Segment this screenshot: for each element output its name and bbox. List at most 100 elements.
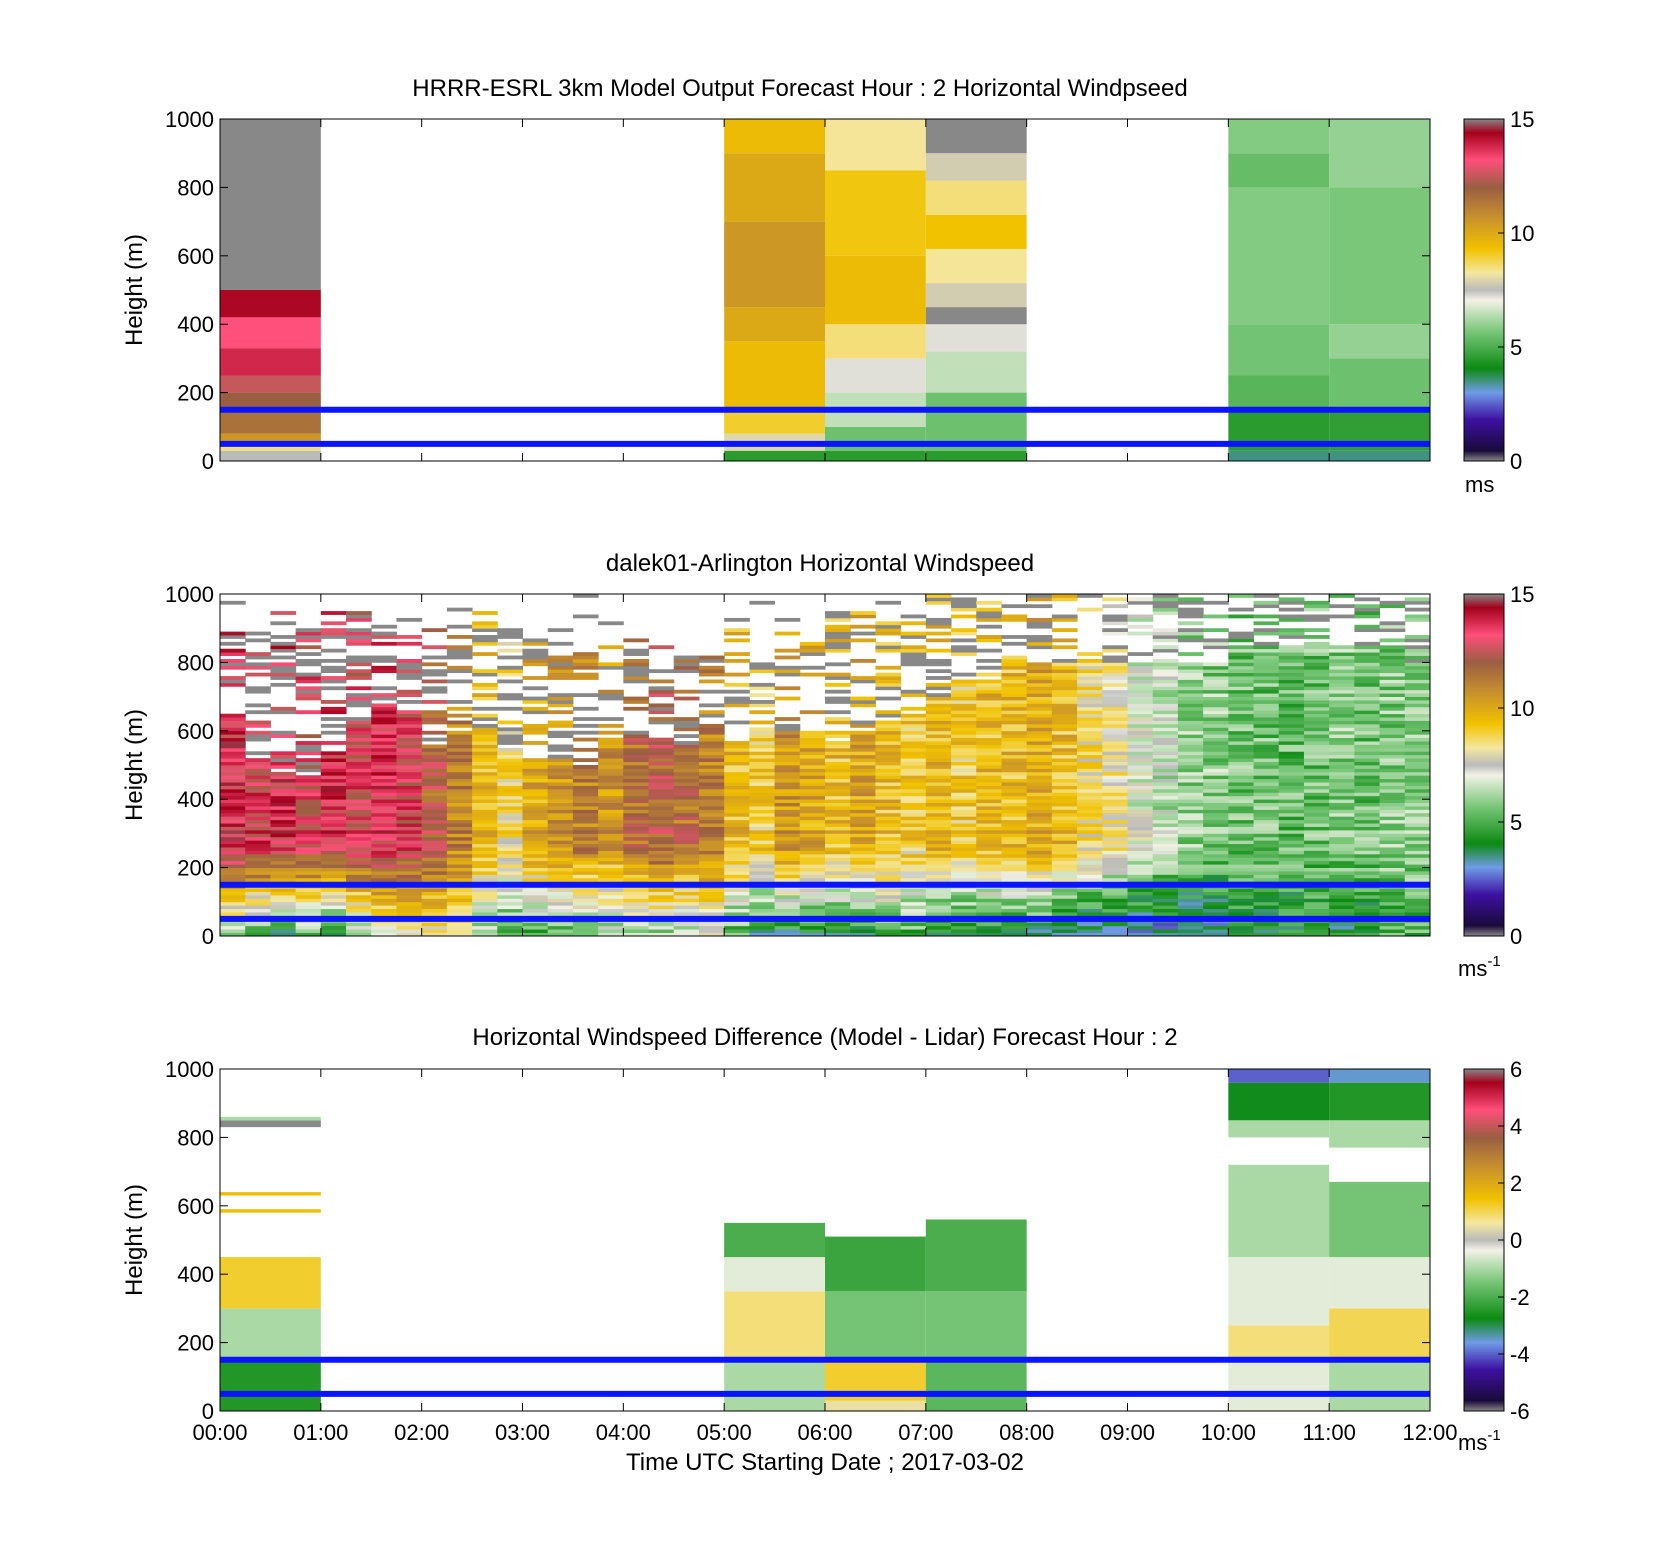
heatmap-cell (976, 836, 1002, 841)
heatmap-cell (371, 655, 397, 660)
heatmap-cell (1001, 850, 1028, 855)
heatmap-cell (850, 829, 876, 834)
heatmap-cell (1001, 717, 1028, 721)
heatmap-cell (396, 888, 423, 892)
heatmap-cell (724, 922, 750, 927)
heatmap-cell (320, 809, 347, 814)
heatmap-cell (1026, 826, 1053, 831)
heatmap-cell (472, 812, 498, 817)
heatmap-cell (925, 717, 952, 721)
heatmap-cell (875, 771, 902, 776)
heatmap-cell (1203, 717, 1229, 721)
heatmap-cell (1253, 682, 1280, 687)
heatmap-cell (951, 888, 977, 892)
heatmap-cell (547, 761, 574, 766)
heatmap-cell (1051, 768, 1078, 773)
heatmap-cell (1051, 891, 1078, 896)
heatmap-cell (396, 922, 423, 927)
heatmap-cell (396, 700, 423, 704)
heatmap-cell (673, 741, 700, 745)
heatmap-cell (1152, 826, 1179, 831)
heatmap-cell (1152, 604, 1179, 609)
heatmap-cell (245, 665, 271, 670)
heatmap-cell (698, 703, 725, 708)
heatmap-cell (1051, 700, 1078, 704)
heatmap-cell (1278, 727, 1305, 732)
heatmap-cell (1354, 662, 1381, 667)
heatmap-cell (295, 645, 322, 650)
heatmap-cell (1379, 829, 1406, 834)
heatmap-cell (951, 809, 977, 814)
heatmap-cell (522, 792, 549, 797)
heatmap-cell (598, 905, 624, 910)
heatmap-cell (1303, 693, 1330, 697)
heatmap-cell (1379, 836, 1406, 841)
heatmap-cell (1354, 795, 1381, 800)
heatmap-cell (220, 1257, 321, 1309)
heatmap-cell (623, 802, 650, 807)
heatmap-cell (1026, 641, 1053, 646)
heatmap-cell (1203, 641, 1229, 646)
heatmap-cell (547, 628, 574, 633)
heatmap-cell (1303, 847, 1330, 851)
heatmap-cell (1278, 689, 1305, 694)
heatmap-cell (850, 778, 876, 783)
heatmap-cell (396, 723, 423, 728)
heatmap-cell (547, 853, 574, 858)
heatmap-cell (1303, 635, 1330, 639)
heatmap-cell (623, 765, 650, 769)
heatmap-cell (1329, 1359, 1430, 1411)
heatmap-cell (1026, 850, 1053, 855)
heatmap-cell (547, 662, 574, 667)
heatmap-cell (850, 894, 876, 899)
heatmap-cell (774, 874, 801, 879)
heatmap-cell (346, 635, 372, 639)
heatmap-cell (1329, 891, 1355, 896)
heatmap-cell (446, 795, 473, 800)
heatmap-cell (1001, 737, 1028, 742)
heatmap-cell (472, 723, 498, 728)
heatmap-cell (976, 686, 1002, 691)
heatmap-cell (1303, 908, 1330, 913)
heatmap-cell (522, 850, 549, 855)
heatmap-cell (245, 638, 271, 643)
heatmap-cell (1253, 730, 1280, 735)
heatmap-cell (825, 324, 926, 359)
heatmap-cell (1228, 850, 1255, 855)
heatmap-cell (724, 898, 750, 903)
heatmap-cell (1001, 713, 1028, 718)
heatmap-cell (1354, 775, 1381, 780)
heatmap-cell (320, 679, 347, 684)
heatmap-cell (1127, 905, 1154, 910)
heatmap-cell (1102, 717, 1128, 721)
heatmap-cell (1303, 860, 1330, 865)
heatmap-cell (1278, 843, 1305, 848)
heatmap-cell (850, 741, 876, 745)
heatmap-cell (749, 908, 776, 913)
heatmap-cell (976, 607, 1002, 612)
heatmap-cell (951, 758, 977, 762)
heatmap-cell (497, 641, 523, 646)
heatmap-cell (522, 652, 549, 656)
heatmap-cell (1051, 628, 1078, 633)
heatmap-cell (875, 850, 902, 855)
heatmap-cell (1379, 672, 1406, 677)
heatmap-cell (547, 905, 574, 910)
heatmap-cell (1404, 788, 1431, 793)
heatmap-cell (1127, 860, 1154, 865)
heatmap-cell (1152, 665, 1179, 670)
heatmap-cell (900, 819, 927, 824)
heatmap-cell (396, 788, 423, 793)
heatmap-cell (320, 788, 347, 793)
heatmap-cell (598, 864, 624, 868)
heatmap-cell (673, 720, 700, 725)
heatmap-cell (1203, 785, 1229, 790)
heatmap-cell (421, 754, 448, 759)
heatmap-cell (1379, 710, 1406, 715)
heatmap-cell (648, 758, 675, 762)
heatmap-cell (724, 744, 750, 749)
heatmap-cell (1228, 778, 1255, 783)
heatmap-cell (522, 829, 549, 834)
heatmap-cell (547, 867, 574, 872)
heatmap-cell (774, 734, 801, 739)
